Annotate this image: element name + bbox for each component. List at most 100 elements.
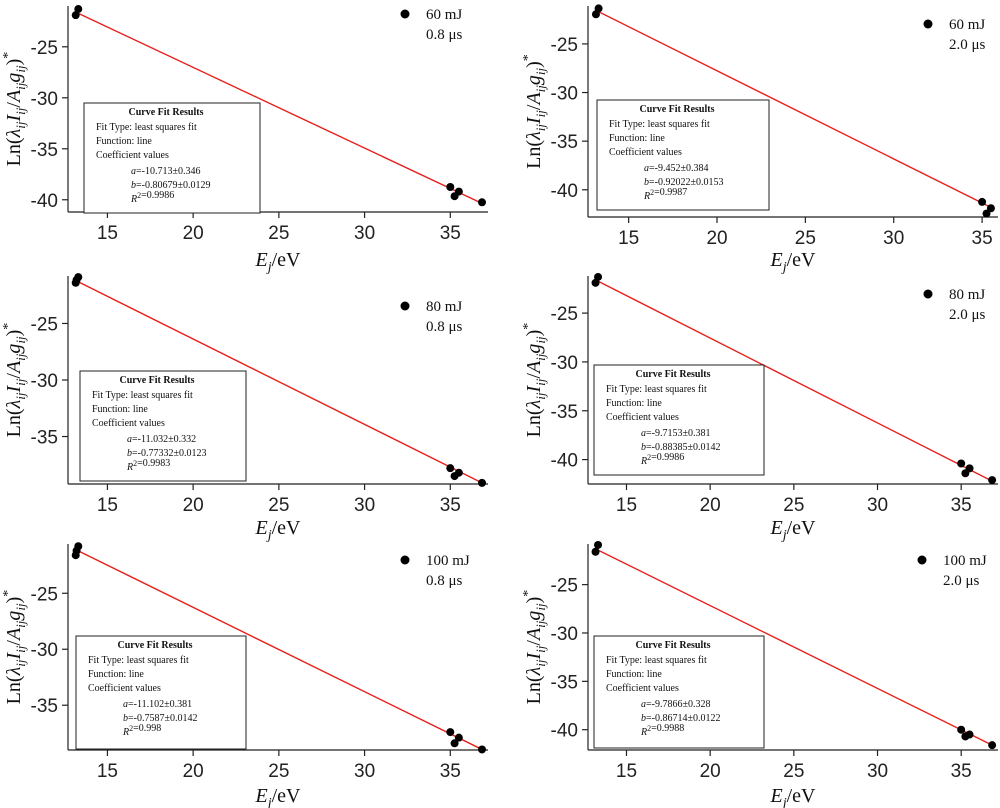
x-tick-label: 25 — [783, 761, 804, 782]
y-tick-label: -35 — [31, 140, 58, 161]
data-point — [957, 459, 966, 468]
y-tick-label: -25 — [551, 35, 578, 56]
coefficient-b: b=-0.88385±0.0142 — [641, 442, 720, 453]
data-point — [450, 739, 459, 748]
data-point — [478, 478, 486, 487]
curve-fit-box-frame — [75, 635, 247, 750]
curve-fit-box-frame — [83, 102, 261, 214]
fit-type-label: Fit Type: least squares fit — [96, 122, 197, 133]
fit-line — [595, 548, 993, 746]
legend-marker — [400, 9, 410, 19]
legend-subtitle: 0.8 μs — [426, 27, 463, 43]
x-tick-label: 20 — [183, 495, 204, 516]
curve-fit-title: Curve Fit Results — [636, 640, 711, 651]
x-tick-label: 20 — [183, 761, 204, 782]
y-axis-title: Ln(λijIij/Aijgij)* — [1, 323, 28, 438]
legend: 100 mJ 0.8 μs — [400, 553, 470, 589]
y-tick-label: -40 — [551, 721, 578, 742]
fit-line — [75, 279, 483, 484]
legend-subtitle: 2.0 μs — [949, 37, 986, 53]
y-tick-label: -30 — [551, 84, 578, 105]
r-squared: R2=0.998 — [122, 723, 161, 738]
coefficient-values-label: Coefficient values — [609, 147, 682, 158]
data-point — [594, 4, 603, 13]
curve-fit-box-frame — [593, 635, 765, 749]
fit-line — [75, 11, 483, 204]
y-tick-label: -30 — [551, 624, 578, 645]
y-tick-label: -40 — [551, 451, 578, 472]
x-tick-label: 20 — [183, 223, 204, 244]
data-point — [978, 197, 987, 206]
y-axis-title: Ln(λijIij/Aijgij)* — [1, 590, 28, 705]
r-squared: R2=0.9986 — [130, 190, 174, 205]
x-tick-label: 35 — [951, 495, 972, 516]
y-tick-label: -35 — [31, 696, 58, 717]
r-squared: R2=0.9983 — [126, 458, 170, 473]
y-tick-label: -30 — [31, 640, 58, 661]
x-tick-label: 35 — [440, 495, 461, 516]
chart-panel-6: 15 20 25 30 35 -25 -30 -35 -40 Ej/eV Ln(λijIij/Aij… — [521, 540, 998, 808]
data-point — [446, 728, 455, 737]
r-squared: R2=0.9987 — [643, 187, 687, 202]
x-tick-label: 30 — [354, 223, 375, 244]
coefficient-a: a=-11.032±0.332 — [127, 434, 196, 445]
r-squared: R2=0.9986 — [640, 452, 684, 467]
fit-type-label: Fit Type: least squares fit — [606, 384, 707, 395]
chart-panel-5: 15 20 25 30 35 -25 -30 -35 Ej/eV Ln(λijIij/Aijgij… — [1, 542, 488, 808]
legend: 100 mJ 2.0 μs — [917, 553, 987, 589]
legend-subtitle: 2.0 μs — [943, 573, 980, 589]
function-label: Function: line — [606, 398, 662, 409]
fit-type-label: Fit Type: least squares fit — [606, 655, 707, 666]
legend: 60 mJ 0.8 μs — [400, 7, 463, 43]
data-point — [72, 275, 81, 284]
y-tick-label: -35 — [551, 402, 578, 423]
legend-subtitle: 2.0 μs — [949, 307, 986, 323]
fit-line — [595, 9, 994, 209]
data-point — [72, 546, 81, 555]
coefficient-b: b=-0.86714±0.0122 — [641, 713, 720, 724]
fit-line — [595, 279, 993, 482]
x-tick-label: 35 — [440, 761, 461, 782]
fit-type-label: Fit Type: least squares fit — [609, 119, 710, 130]
x-tick-label: 30 — [354, 495, 375, 516]
data-point — [594, 272, 603, 281]
data-point — [454, 187, 463, 196]
coefficient-values-label: Coefficient values — [92, 418, 165, 429]
x-axis-title: Ej/eV — [255, 517, 302, 543]
x-tick-label: 30 — [867, 761, 888, 782]
coefficient-b: b=-0.92022±0.0153 — [644, 177, 723, 188]
x-tick-label: 25 — [783, 495, 804, 516]
y-tick-label: -35 — [551, 672, 578, 693]
coefficient-a: a=-9.7866±0.328 — [641, 699, 710, 710]
x-axis-title: Ej/eV — [255, 249, 302, 275]
x-tick-label: 30 — [867, 495, 888, 516]
data-point — [982, 209, 991, 218]
fit-type-label: Fit Type: least squares fit — [92, 390, 193, 401]
curve-fit-box-frame — [79, 370, 247, 482]
legend: 80 mJ 2.0 μs — [923, 287, 986, 323]
y-axis-title: Ln(λijIij/Aijgij)* — [521, 323, 548, 438]
x-tick-label: 25 — [268, 761, 289, 782]
coefficient-a: a=-11.102±0.381 — [123, 699, 192, 710]
x-tick-label: 30 — [883, 228, 904, 249]
r-squared: R2=0.9988 — [640, 723, 684, 738]
curve-fit-title: Curve Fit Results — [636, 369, 711, 380]
data-point — [988, 476, 997, 485]
y-tick-label: -40 — [551, 181, 578, 202]
chart-panel-3: 15 20 25 30 35 -25 -30 -35 Ej/eV Ln(λijIij/Aijgij… — [1, 273, 488, 543]
data-point — [965, 730, 974, 739]
x-tick-label: 35 — [951, 761, 972, 782]
data-point — [594, 540, 603, 549]
function-label: Function: line — [609, 133, 665, 144]
curve-fit-box: Curve Fit Results Fit Type: least squares… — [593, 364, 765, 476]
curve-fit-box: Curve Fit Results Fit Type: least squares… — [596, 99, 770, 211]
data-point — [446, 464, 455, 473]
data-point — [478, 198, 486, 207]
function-label: Function: line — [606, 669, 662, 680]
x-tick-label: 15 — [97, 761, 118, 782]
x-tick-label: 15 — [618, 228, 639, 249]
x-tick-label: 25 — [795, 228, 816, 249]
x-tick-label: 35 — [972, 228, 993, 249]
y-tick-label: -25 — [551, 304, 578, 325]
y-tick-label: -35 — [551, 132, 578, 153]
